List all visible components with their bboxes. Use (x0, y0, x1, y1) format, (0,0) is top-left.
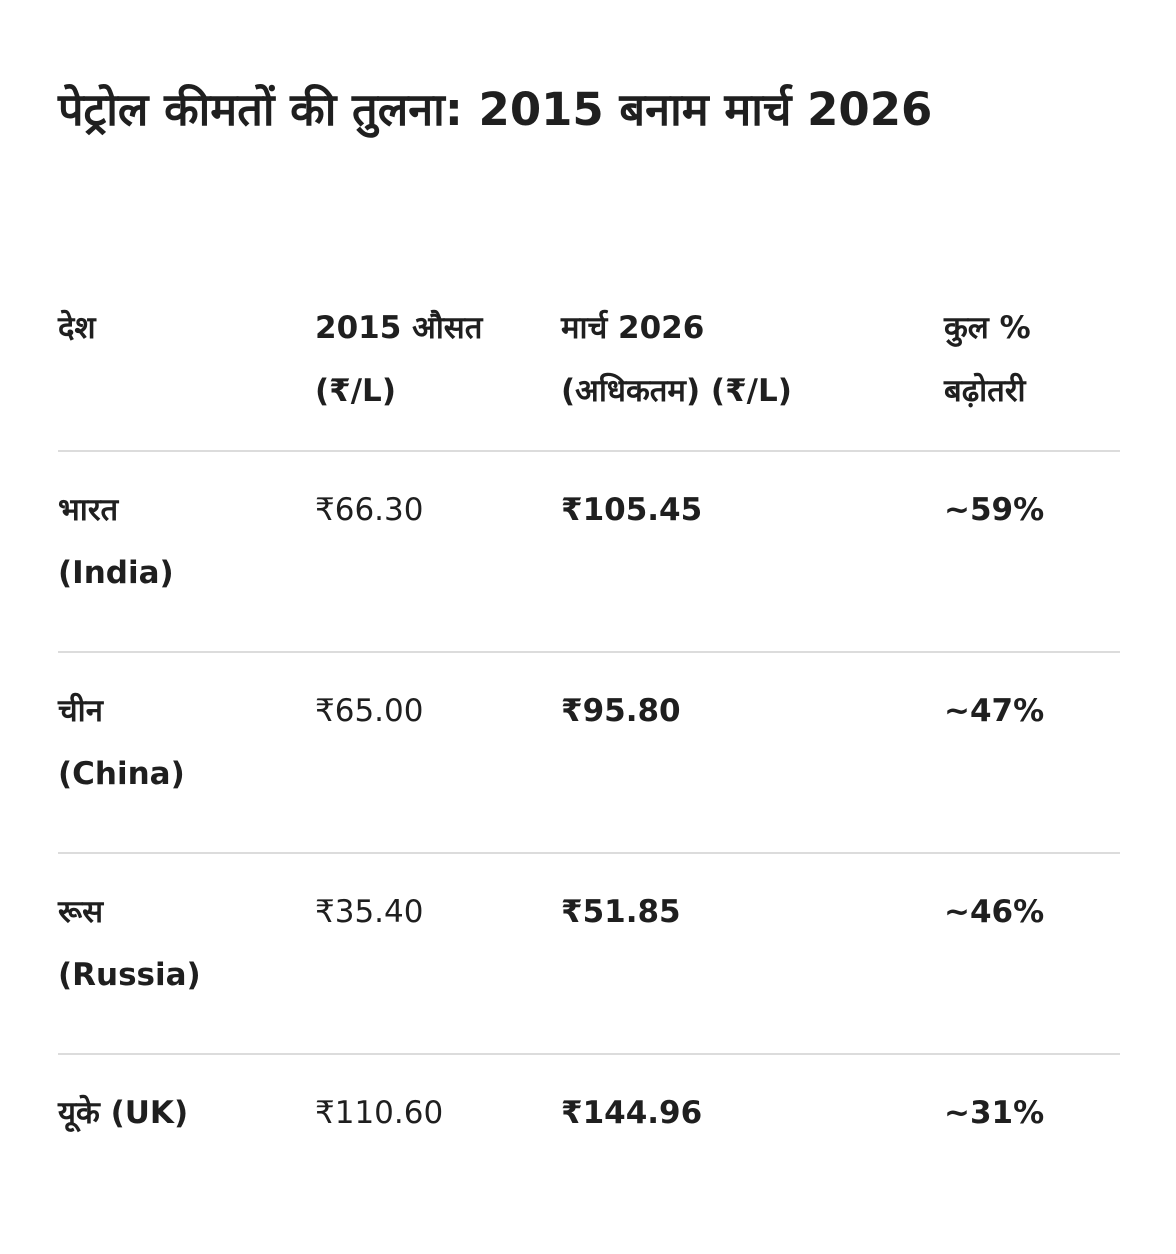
cell-2015-avg: ₹66.30 (315, 451, 561, 653)
cell-country: भारत (India) (58, 451, 315, 653)
cell-increase: ~59% (944, 451, 1120, 653)
page-title: पेट्रोल कीमतों की तुलना: 2015 बनाम मार्च… (58, 83, 933, 136)
header-march-2026-max: मार्च 2026 (अधिकतम) (₹/L) (561, 296, 944, 452)
header-2015-avg: 2015 औसत (₹/L) (315, 296, 561, 452)
cell-increase: ~47% (944, 652, 1120, 854)
header-country: देश (58, 296, 315, 452)
cell-2026-max: ₹144.96 (561, 1095, 703, 1131)
cell-2015-avg: ₹35.40 (315, 853, 561, 1055)
header-total-increase: कुल % बढ़ोतरी (944, 296, 1120, 452)
table-row-india: भारत (India) ₹66.30 ₹105.45 ~59% (58, 451, 1120, 653)
cell-2026-max: ₹95.80 (561, 652, 944, 854)
table-row-china: चीन (China) ₹65.00 ₹95.80 ~47% (58, 652, 1120, 854)
table-row-russia: रूस (Russia) ₹35.40 ₹51.85 ~46% (58, 853, 1120, 1055)
cell-country: रूस (Russia) (58, 853, 315, 1055)
table-header-row: देश 2015 औसत (₹/L) मार्च 2026 (अधिकतम) (… (58, 296, 1120, 452)
cell-2026-max: ₹105.45 (561, 451, 944, 653)
table-row-uk: यूके (UK) ₹110.60 ₹144.96 ~31% (58, 1054, 1120, 1254)
cell-2026-max: ₹51.85 (561, 853, 944, 1055)
cell-increase: ~31% (944, 1095, 1045, 1131)
cell-country: यूके (UK) (58, 1095, 189, 1131)
price-comparison-table: देश 2015 औसत (₹/L) मार्च 2026 (अधिकतम) (… (58, 296, 1120, 1254)
cell-increase: ~46% (944, 853, 1120, 1055)
cell-2015-avg: ₹110.60 (315, 1095, 444, 1131)
cell-2015-avg: ₹65.00 (315, 652, 561, 854)
cell-country: चीन (China) (58, 652, 315, 854)
